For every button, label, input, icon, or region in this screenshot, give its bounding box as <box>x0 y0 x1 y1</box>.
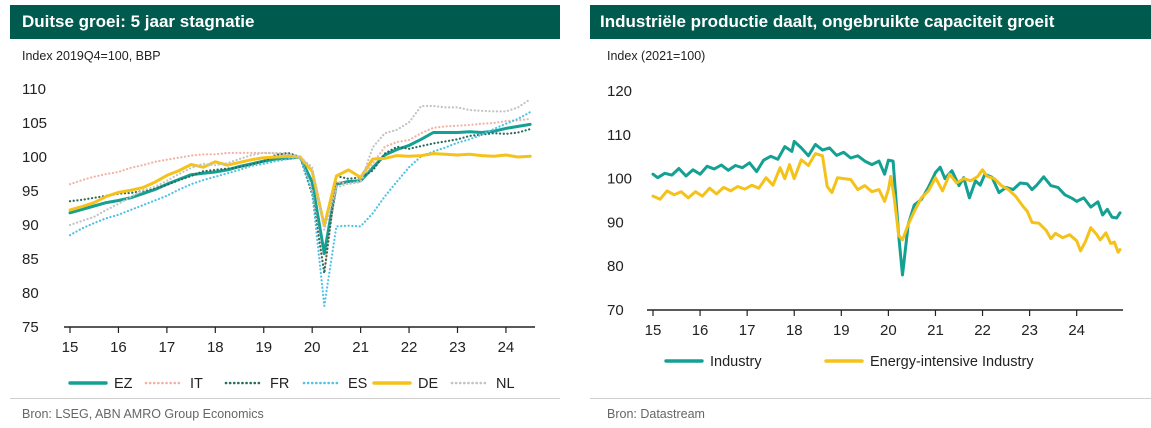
y-tick-label: 90 <box>22 217 39 234</box>
legend-label: ES <box>348 376 367 392</box>
x-tick-label: 24 <box>1068 322 1085 339</box>
divider <box>10 398 560 399</box>
x-tick-label: 20 <box>880 322 897 339</box>
y-tick-label: 75 <box>22 319 39 336</box>
chart-source: Bron: LSEG, ABN AMRO Group Economics <box>22 407 264 421</box>
series-line-fr <box>68 128 532 275</box>
x-tick-label: 16 <box>692 322 709 339</box>
series-line-de <box>68 152 532 228</box>
x-tick-label: 23 <box>1021 322 1038 339</box>
y-tick-label: 100 <box>22 149 47 166</box>
y-tick-label: 80 <box>22 285 39 302</box>
y-tick-label: 105 <box>22 115 47 132</box>
x-tick-label: 22 <box>974 322 991 339</box>
legend-label: Industry <box>710 354 762 370</box>
chart-title: Duitse groei: 5 jaar stagnatie <box>10 5 560 39</box>
legend-label: EZ <box>114 376 133 392</box>
gdp-line-chart: 75 80 85 90 95 100 105 110 15 16 17 18 19 20 21 22 23 24 E… <box>22 81 535 392</box>
panel-gdp-chart: Duitse groei: 5 jaar stagnatie Index 201… <box>0 0 560 428</box>
y-tick-label: 90 <box>607 214 624 231</box>
panel-industry-chart: Industriële productie daalt, ongebruikte… <box>590 0 1151 428</box>
legend-label: NL <box>496 376 515 392</box>
y-tick-label: 80 <box>607 258 624 275</box>
x-tick-label: 21 <box>927 322 944 339</box>
industry-line-chart: 70 80 90 100 110 120 15 16 17 18 19 20 21 22 23 24 Indus… <box>607 83 1123 370</box>
x-tick-label: 24 <box>498 339 515 356</box>
y-tick-label: 85 <box>22 251 39 268</box>
legend-label: Energy-intensive Industry <box>870 354 1034 370</box>
series-line-energy-intensive-industry <box>651 152 1122 254</box>
chart-subtitle: Index (2021=100) <box>607 49 706 63</box>
legend-label: DE <box>418 376 438 392</box>
divider <box>590 398 1151 399</box>
series-line-industry <box>651 139 1122 277</box>
x-tick-label: 17 <box>159 339 176 356</box>
y-tick-label: 70 <box>607 302 624 319</box>
legend-label: FR <box>270 376 289 392</box>
chart-subtitle: Index 2019Q4=100, BBP <box>22 49 161 63</box>
x-tick-label: 22 <box>401 339 418 356</box>
x-tick-label: 23 <box>449 339 466 356</box>
x-tick-label: 15 <box>62 339 79 356</box>
x-tick-label: 21 <box>352 339 369 356</box>
chart-title: Industriële productie daalt, ongebruikte… <box>590 5 1151 39</box>
y-tick-label: 120 <box>607 83 632 100</box>
y-tick-label: 100 <box>607 171 632 188</box>
x-tick-label: 18 <box>207 339 224 356</box>
x-tick-label: 15 <box>645 322 662 339</box>
x-tick-label: 17 <box>739 322 756 339</box>
x-tick-label: 18 <box>786 322 803 339</box>
x-tick-label: 16 <box>110 339 127 356</box>
chart-source: Bron: Datastream <box>607 407 705 421</box>
y-tick-label: 110 <box>607 127 631 144</box>
series-line-nl <box>68 98 532 231</box>
x-tick-label: 19 <box>833 322 850 339</box>
x-tick-label: 20 <box>304 339 321 356</box>
legend-label: IT <box>190 376 203 392</box>
x-tick-label: 19 <box>255 339 272 356</box>
series-line-es <box>68 110 532 307</box>
y-tick-label: 95 <box>22 183 39 200</box>
y-tick-label: 110 <box>22 81 46 98</box>
